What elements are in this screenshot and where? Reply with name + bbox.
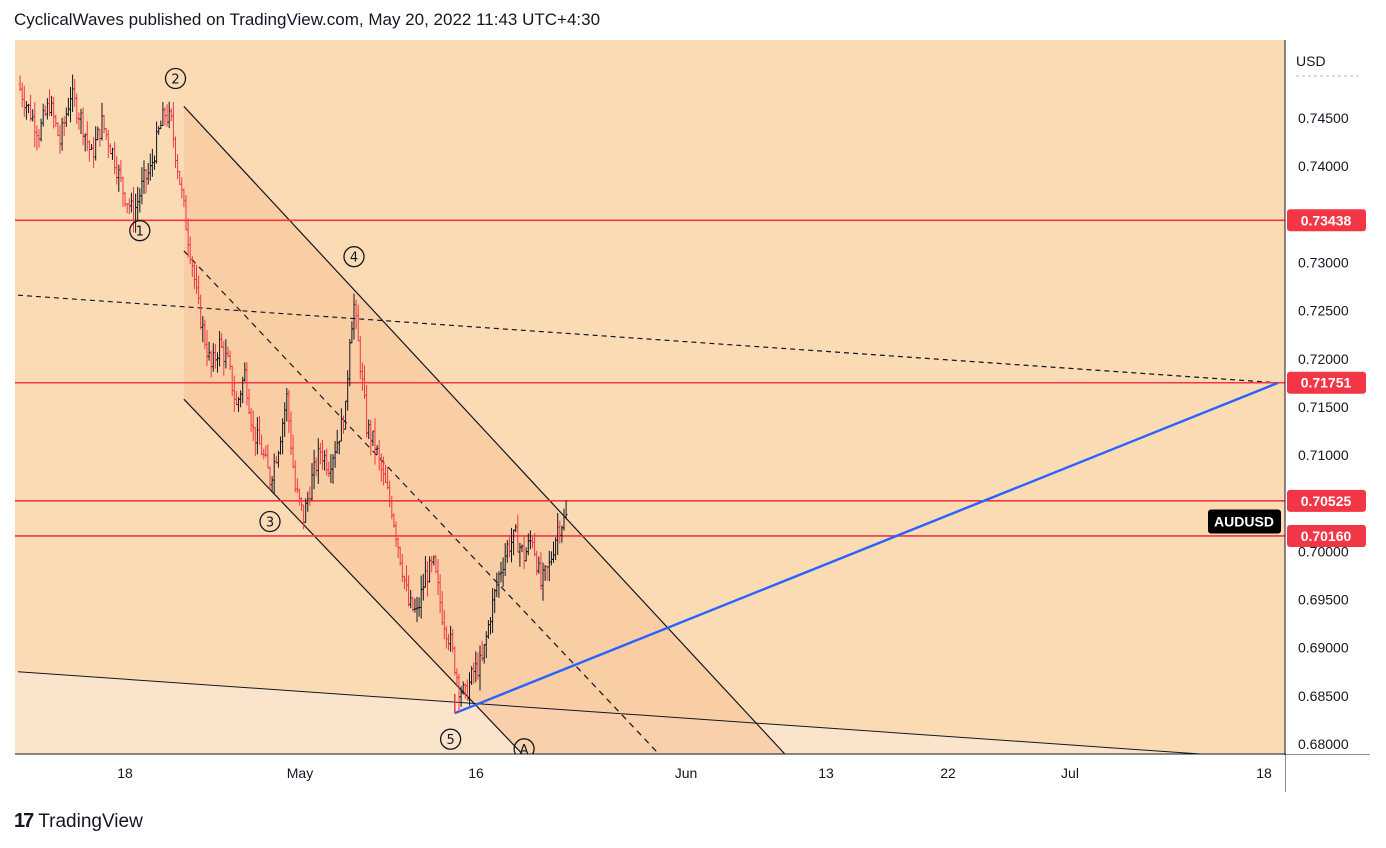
wave-label-circle [343,246,365,268]
dashed-trend-line [17,294,1279,384]
time-tick-label: 18 [1256,765,1272,781]
blue-trendline [454,381,1279,715]
level-badge-text: 0.73438 [1301,212,1352,228]
price-axis-background [1286,40,1370,754]
price-badges: 0.73438 0.71751 0.70525 0.70160 AUDUSD [1208,209,1366,547]
price-tick-label: 0.69500 [1298,592,1349,608]
tradingview-logo-icon: 17 [14,810,34,832]
publish-info: CyclicalWaves published on TradingView.c… [14,10,601,29]
wave-labels-layer: 1 2 3 4 5 A [129,67,535,758]
price-tick-label: 0.72000 [1298,351,1349,367]
level-badge-text: 0.70160 [1301,528,1352,544]
level-badge-text: 0.71751 [1301,375,1352,391]
wave-label-circle [164,67,187,90]
symbol-badge [1208,509,1281,534]
price-tick-label: 0.69000 [1298,640,1349,656]
time-tick-label: 13 [818,765,834,781]
time-axis-background [15,755,1285,795]
time-tick-label: May [287,765,313,781]
wave-label-text: 2 [171,73,179,88]
wave-label-circle [129,220,151,242]
level-badge [1287,209,1366,232]
lower-shaded-band [15,671,1285,754]
time-tick-label: Jun [675,765,698,781]
price-tick-label: 0.74000 [1298,158,1349,174]
price-tick-label: 0.68000 [1298,736,1349,752]
wave-label-circle [513,738,535,754]
symbol-badge-text: AUDUSD [1214,514,1274,530]
time-tick-label: 16 [468,765,484,781]
level-badge [1287,524,1366,547]
price-tick-label: 0.72500 [1298,303,1349,319]
wave-label-text: 3 [266,516,274,531]
level-badge-text: 0.70525 [1301,493,1352,509]
candles-layer [18,74,568,712]
wave-label-text: 4 [350,251,358,266]
channel-upper-line [183,106,785,754]
price-tick-label: 0.71000 [1298,447,1349,463]
price-tick-label: 0.70000 [1298,543,1349,559]
price-axis[interactable]: 0.74500 0.74000 0.73000 0.72500 0.72000 0.715… [1298,110,1349,752]
wave-label-text: 1 [136,225,144,240]
time-axis[interactable]: 18 May 16 Jun 13 22 Jul 18 [117,765,1272,781]
price-tick-label: 0.71500 [1298,399,1349,415]
tradingview-branding[interactable]: 17 TradingView [14,810,143,833]
level-badge [1287,489,1366,512]
wave-label-circle [259,510,281,533]
time-tick-label: Jul [1061,765,1079,781]
time-tick-label: 22 [940,765,956,781]
level-badge [1287,371,1366,394]
wave-label-circle [439,728,462,750]
price-tick-label: 0.68500 [1298,688,1349,704]
time-tick-label: 18 [117,765,133,781]
wave-label-text: A [520,743,529,758]
long-support-line [17,671,1208,754]
currency-label: USD [1296,53,1326,69]
channel-mid-line [183,250,659,754]
price-tick-label: 0.73000 [1298,254,1349,270]
wave-label-text: 5 [446,733,454,748]
brand-name: TradingView [38,810,143,832]
price-tick-label: 0.74500 [1298,110,1349,126]
